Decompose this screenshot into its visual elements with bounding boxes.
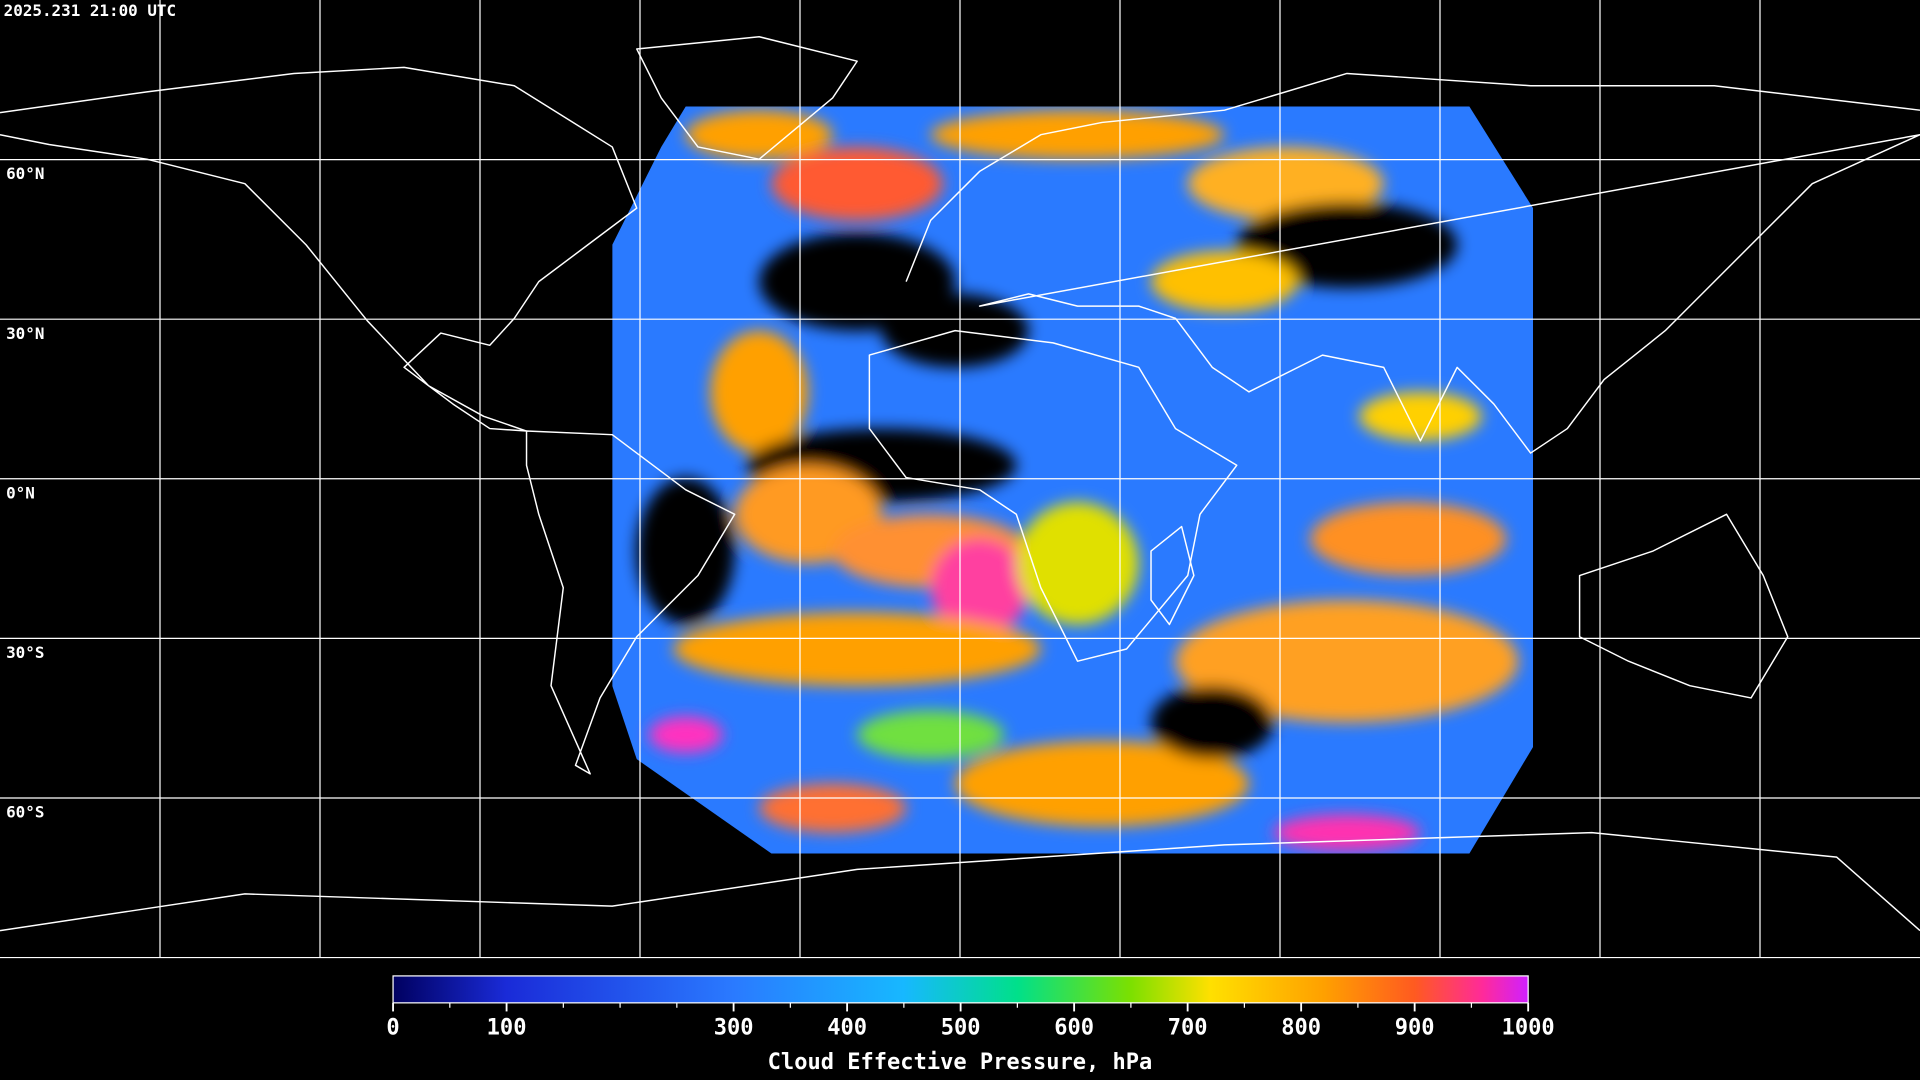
colorbar-title: Cloud Effective Pressure, hPa [768, 1050, 1153, 1075]
colorbar-tick-label: 100 [487, 1016, 527, 1041]
coastline [868, 329, 1238, 662]
coastline [525, 430, 736, 775]
coastline [905, 72, 1920, 454]
colorbar-tick-label: 600 [1054, 1016, 1094, 1041]
coastline [1150, 525, 1195, 626]
cloud-imagery [612, 106, 1534, 854]
colorbar-tick-label: 300 [714, 1016, 754, 1041]
colorbar-tick-label: 500 [941, 1016, 981, 1041]
lat-label: 60°S [6, 803, 44, 822]
timestamp: 2025.231 21:00 UTC [4, 1, 176, 20]
colorbar-tick-label: 1000 [1502, 1016, 1555, 1041]
colorbar-tick-label: 0 [386, 1016, 399, 1041]
graticule: 60°N 30°N 0°N 30°S 60°S [0, 0, 1920, 958]
colorbar [392, 975, 1529, 1004]
colorbar-tick-label: 900 [1395, 1016, 1435, 1041]
colorbar-tick-label: 700 [1168, 1016, 1208, 1041]
colorbar-tick-label: 400 [827, 1016, 867, 1041]
coastline [0, 66, 638, 432]
lat-label: 30°N [6, 324, 44, 343]
lat-label: 60°N [6, 164, 44, 183]
colorbar-ticks: 0 100 300 400 500 600 700 800 900 1000 [386, 1002, 1555, 1041]
coastline [636, 36, 858, 160]
lat-label: 0°N [6, 483, 35, 502]
coastline [0, 831, 1920, 932]
lat-label: 30°S [6, 643, 44, 662]
coastline [1578, 513, 1789, 699]
colorbar-tick-label: 800 [1281, 1016, 1321, 1041]
coastlines [0, 36, 1920, 932]
